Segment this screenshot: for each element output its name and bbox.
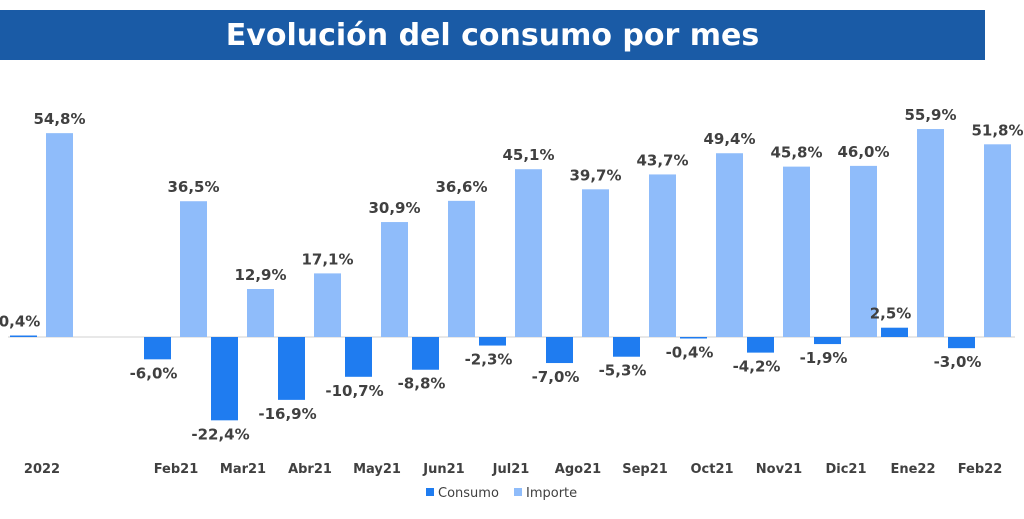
importe-bar <box>582 189 609 337</box>
x-tick-label: Feb21 <box>154 462 199 477</box>
consumo-bar <box>479 337 506 346</box>
x-tick-label: Oct21 <box>690 462 733 477</box>
x-tick-label: Jun21 <box>422 462 464 477</box>
consumo-bar <box>10 335 37 338</box>
consumo-data-label: -16,9% <box>258 405 316 423</box>
consumo-bar <box>345 337 372 377</box>
x-tick-label: Dic21 <box>825 462 866 477</box>
consumo-data-label: -0,4% <box>666 343 714 361</box>
x-tick-label: Nov21 <box>756 462 802 477</box>
importe-data-label: 54,8% <box>33 110 85 128</box>
importe-bar <box>381 222 408 337</box>
chart-title: Evolución del consumo por mes <box>225 17 760 53</box>
consumo-bar <box>412 337 439 370</box>
consumo-data-label: -4,2% <box>733 358 781 376</box>
consumo-bar <box>680 337 707 339</box>
importe-data-label: 43,7% <box>636 151 688 169</box>
importe-bar <box>180 201 207 337</box>
consumo-data-label: -5,3% <box>599 362 647 380</box>
importe-data-label: 36,6% <box>435 178 487 196</box>
x-tick-label: Ene22 <box>890 462 935 477</box>
importe-data-label: 36,5% <box>167 178 219 196</box>
importe-data-label: 12,9% <box>234 266 286 284</box>
importe-bar <box>46 133 73 337</box>
x-tick-label: Abr21 <box>288 462 332 477</box>
consumo-bar <box>546 337 573 364</box>
importe-bar <box>314 273 341 337</box>
importe-data-label: 55,9% <box>904 106 956 124</box>
consumo-data-label: -10,7% <box>325 382 383 400</box>
consumo-data-label: 2,5% <box>870 305 912 323</box>
importe-data-label: 46,0% <box>837 143 889 161</box>
importe-bar <box>716 153 743 337</box>
importe-bar <box>850 165 877 337</box>
importe-data-label: 49,4% <box>703 130 755 148</box>
x-tick-label: 2022 <box>24 462 60 477</box>
importe-bar <box>917 129 944 337</box>
consumo-data-label: -22,4% <box>191 425 249 443</box>
consumo-data-label: -1,9% <box>800 349 848 367</box>
consumo-data-label: -2,3% <box>465 351 513 369</box>
importe-data-label: 45,1% <box>502 146 554 164</box>
importe-bar <box>515 169 542 337</box>
consumo-bar <box>278 337 305 400</box>
consumo-data-label: 0,4% <box>0 313 40 331</box>
legend-label-consumo: Consumo <box>438 486 499 501</box>
consumo-data-label: -7,0% <box>532 368 580 386</box>
importe-data-label: 39,7% <box>569 166 621 184</box>
importe-bar <box>247 289 274 337</box>
consumo-bar <box>948 337 975 349</box>
title-banner: Evolución del consumo por mes <box>0 10 985 60</box>
importe-data-label: 30,9% <box>368 199 420 217</box>
importe-data-label: 17,1% <box>301 250 353 268</box>
importe-bar <box>783 166 810 337</box>
x-tick-label: Ago21 <box>555 462 601 477</box>
consumo-bar <box>747 337 774 353</box>
legend-label-importe: Importe <box>526 486 577 501</box>
legend-swatch-importe <box>514 488 522 496</box>
importe-data-label: 51,8% <box>971 121 1023 139</box>
x-tick-label: May21 <box>353 462 401 477</box>
consumo-bar <box>613 337 640 357</box>
legend-swatch-consumo <box>426 488 434 496</box>
consumo-bar <box>881 327 908 337</box>
x-tick-label: Mar21 <box>220 462 266 477</box>
consumo-data-label: -6,0% <box>130 364 178 382</box>
consumo-bar <box>814 337 841 345</box>
x-tick-label: Feb22 <box>958 462 1003 477</box>
x-tick-label: Jul21 <box>492 462 530 477</box>
consumo-data-label: -3,0% <box>934 353 982 371</box>
consumo-bar <box>211 337 238 421</box>
importe-bar <box>448 200 475 337</box>
consumo-data-label: -8,8% <box>398 375 446 393</box>
importe-bar <box>649 174 676 337</box>
importe-bar <box>984 144 1011 337</box>
consumo-bar <box>144 337 171 360</box>
x-tick-label: Sep21 <box>622 462 668 477</box>
importe-data-label: 45,8% <box>770 144 822 162</box>
